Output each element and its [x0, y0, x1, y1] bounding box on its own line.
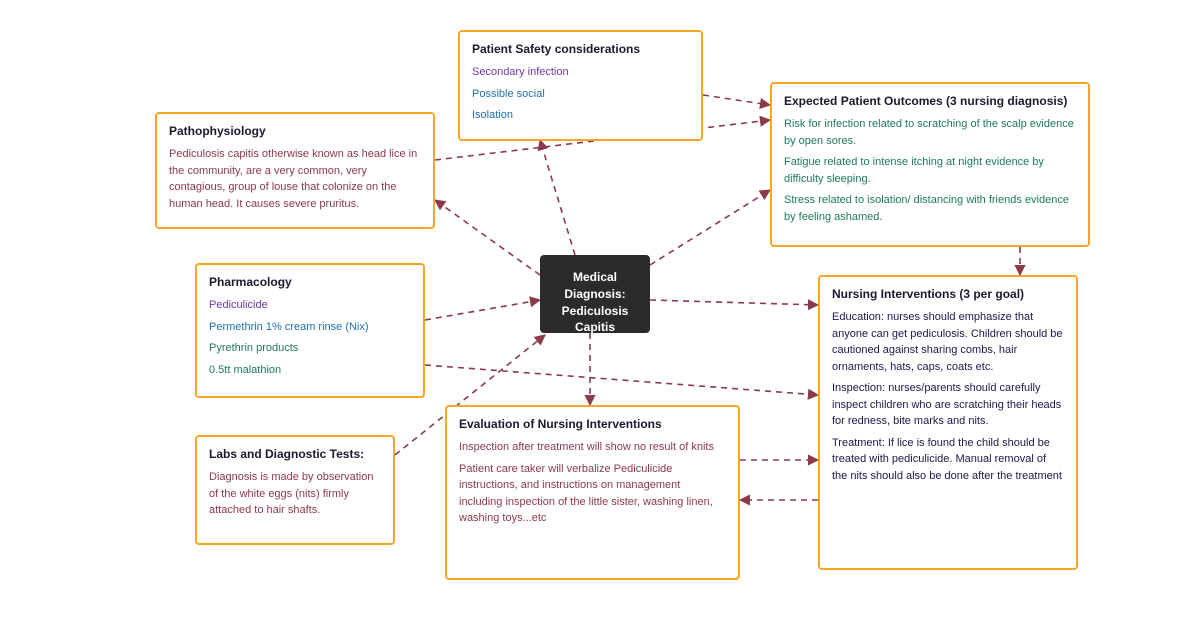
node-pharmacology: Pharmacology Pediculicide Permethrin 1% … — [195, 263, 425, 398]
node-item: Isolation — [472, 107, 689, 124]
node-evaluation: Evaluation of Nursing Interventions Insp… — [445, 405, 740, 580]
node-expected-outcomes: Expected Patient Outcomes (3 nursing dia… — [770, 82, 1090, 247]
node-item: Risk for infection related to scratching… — [784, 116, 1076, 149]
edge — [650, 190, 770, 265]
node-item: Possible social — [472, 86, 689, 103]
node-item: Secondary infection — [472, 64, 689, 81]
center-line4: Capitis — [556, 319, 634, 336]
node-item: Fatigue related to intense itching at ni… — [784, 154, 1076, 187]
node-pathophysiology: Pathophysiology Pediculosis capitis othe… — [155, 112, 435, 229]
edge — [425, 300, 540, 320]
node-item: Pyrethrin products — [209, 340, 411, 357]
node-patient-safety: Patient Safety considerations Secondary … — [458, 30, 703, 141]
node-labs: Labs and Diagnostic Tests: Diagnosis is … — [195, 435, 395, 545]
node-title: Patient Safety considerations — [472, 42, 689, 56]
node-item: Stress related to isolation/ distancing … — [784, 192, 1076, 225]
center-line2: Diagnosis: — [556, 286, 634, 303]
node-title: Labs and Diagnostic Tests: — [209, 447, 381, 461]
center-node: Medical Diagnosis: Pediculosis Capitis — [540, 255, 650, 333]
node-title: Pharmacology — [209, 275, 411, 289]
node-item: Treatment: If lice is found the child sh… — [832, 435, 1064, 485]
node-interventions: Nursing Interventions (3 per goal) Educa… — [818, 275, 1078, 570]
node-item: Inspection: nurses/parents should carefu… — [832, 380, 1064, 430]
node-title: Evaluation of Nursing Interventions — [459, 417, 726, 431]
node-item: Inspection after treatment will show no … — [459, 439, 726, 456]
node-item: Pediculicide — [209, 297, 411, 314]
node-title: Pathophysiology — [169, 124, 421, 138]
node-title: Nursing Interventions (3 per goal) — [832, 287, 1064, 301]
node-body: Diagnosis is made by observation of the … — [209, 469, 381, 519]
node-item: Education: nurses should emphasize that … — [832, 309, 1064, 375]
center-line1: Medical — [556, 269, 634, 286]
node-body: Pediculosis capitis otherwise known as h… — [169, 146, 421, 212]
edge — [703, 95, 770, 105]
edge — [540, 140, 575, 255]
edge — [425, 365, 818, 395]
center-line3: Pediculosis — [556, 303, 634, 320]
edge — [650, 300, 818, 305]
node-item: Permethrin 1% cream rinse (Nix) — [209, 319, 411, 336]
node-item: Patient care taker will verbalize Pedicu… — [459, 461, 726, 527]
node-item: 0.5tt malathion — [209, 362, 411, 379]
node-title: Expected Patient Outcomes (3 nursing dia… — [784, 94, 1076, 108]
edge — [435, 200, 540, 275]
